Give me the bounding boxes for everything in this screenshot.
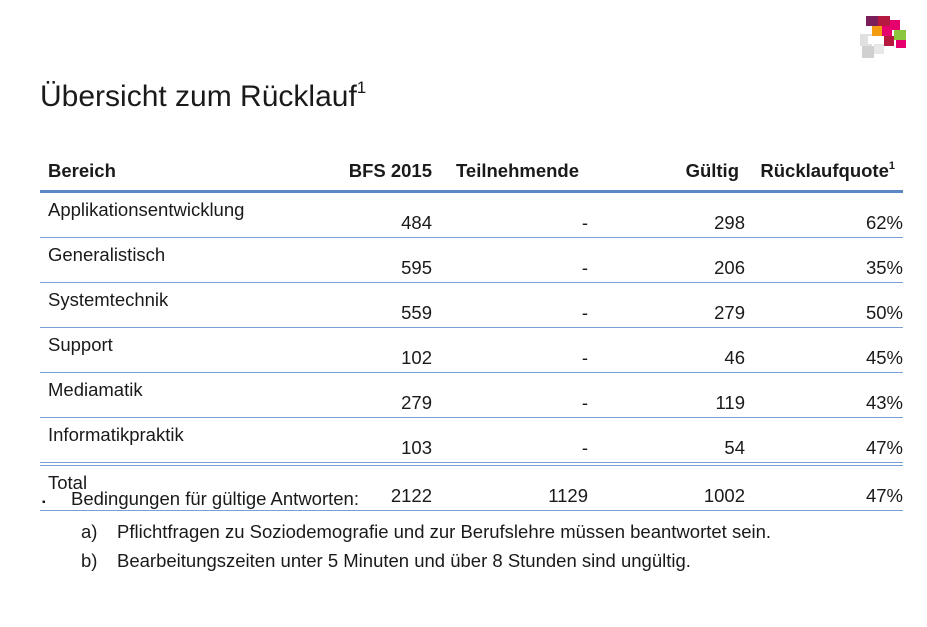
table-row: Mediamatik 279 - 119 43% — [40, 372, 903, 418]
cell-bfs: 102 — [320, 327, 432, 373]
cell-teilnehmende: - — [432, 372, 588, 418]
colorful-cube-logo-icon — [860, 16, 906, 58]
page-title: Übersicht zum Rücklauf1 — [40, 78, 366, 114]
cell-teilnehmende: - — [432, 282, 588, 328]
cell-quote: 50% — [745, 282, 903, 328]
conditions-heading: Bedingungen für gültige Antworten: — [71, 488, 359, 509]
cell-quote: 43% — [745, 372, 903, 418]
conditions-bullet-item: ▪ Bedingungen für gültige Antworten: — [40, 484, 900, 517]
cell-bfs: 484 — [320, 191, 432, 238]
cell-total-gueltig: 1002 — [588, 462, 745, 511]
table-header-row: Bereich BFS 2015 Teilnehmende Gültig Rüc… — [40, 152, 903, 193]
header-teilnehmende: Teilnehmende — [432, 152, 588, 193]
cell-quote: 62% — [745, 191, 903, 238]
cell-quote: 47% — [745, 417, 903, 465]
condition-letter: b) — [81, 550, 98, 571]
table-row: Applikationsentwicklung 484 - 298 62% — [40, 191, 903, 238]
cell-total-label: Total — [40, 462, 320, 511]
cell-bereich: Systemtechnik — [40, 282, 320, 328]
cell-gueltig: 206 — [588, 237, 745, 283]
cell-bfs: 279 — [320, 372, 432, 418]
header-bereich: Bereich — [40, 152, 320, 193]
condition-text: Pflichtfragen zu Soziodemografie und zur… — [117, 521, 772, 542]
cell-bfs: 103 — [320, 417, 432, 465]
header-ruecklaufquote-text: Rücklaufquote — [760, 160, 889, 181]
cell-teilnehmende: - — [432, 191, 588, 238]
header-footnote-marker: 1 — [888, 160, 895, 172]
table-row: Informatikpraktik 103 - 54 47% — [40, 417, 903, 465]
header-bfs: BFS 2015 — [320, 152, 432, 193]
title-text: Übersicht zum Rücklauf — [40, 80, 357, 113]
table-row: Support 102 - 46 45% — [40, 327, 903, 373]
cell-teilnehmende: - — [432, 417, 588, 465]
square-bullet-icon: ▪ — [42, 497, 46, 508]
condition-text: Bearbeitungszeiten unter 5 Minuten und ü… — [117, 550, 691, 571]
cell-quote: 45% — [745, 327, 903, 373]
cell-bereich: Generalistisch — [40, 237, 320, 283]
condition-item-a: a) Pflichtfragen zu Soziodemografie und … — [40, 517, 900, 546]
conditions-notes: ▪ Bedingungen für gültige Antworten: a) … — [40, 484, 900, 575]
cell-gueltig: 46 — [588, 327, 745, 373]
cell-gueltig: 298 — [588, 191, 745, 238]
cell-teilnehmende: - — [432, 327, 588, 373]
cell-bereich: Support — [40, 327, 320, 373]
cell-gueltig: 119 — [588, 372, 745, 418]
cell-total-teilnehmende: 1129 — [432, 462, 588, 511]
cell-bereich: Mediamatik — [40, 372, 320, 418]
title-footnote-marker: 1 — [356, 78, 367, 97]
header-ruecklaufquote: Rücklaufquote1 — [745, 152, 903, 193]
condition-letter: a) — [81, 521, 98, 542]
cell-teilnehmende: - — [432, 237, 588, 283]
response-table: Bereich BFS 2015 Teilnehmende Gültig Rüc… — [40, 152, 903, 511]
condition-item-b: b) Bearbeitungszeiten unter 5 Minuten un… — [40, 546, 900, 575]
cell-total-quote: 47% — [745, 462, 903, 511]
cell-bfs: 595 — [320, 237, 432, 283]
table-row: Systemtechnik 559 - 279 50% — [40, 282, 903, 328]
cell-bfs: 559 — [320, 282, 432, 328]
cell-bereich: Applikationsentwicklung — [40, 191, 320, 238]
cell-bereich: Informatikpraktik — [40, 417, 320, 465]
table-total-row: Total 2122 1129 1002 47% — [40, 462, 903, 511]
cell-quote: 35% — [745, 237, 903, 283]
cell-gueltig: 54 — [588, 417, 745, 465]
cell-total-bfs: 2122 — [320, 462, 432, 511]
cell-gueltig: 279 — [588, 282, 745, 328]
table-row: Generalistisch 595 - 206 35% — [40, 237, 903, 283]
header-gueltig: Gültig — [588, 152, 745, 193]
